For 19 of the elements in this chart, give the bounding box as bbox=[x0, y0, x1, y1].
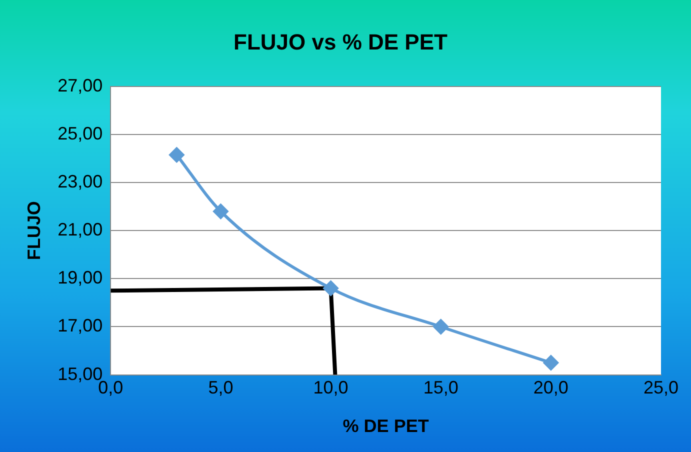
point bbox=[169, 147, 184, 162]
point bbox=[213, 204, 228, 219]
chart-title: FLUJO vs % DE PET bbox=[234, 29, 448, 54]
point bbox=[543, 355, 558, 370]
y-tick-label: 19,00 bbox=[58, 268, 103, 288]
x-tick-label: 15,0 bbox=[423, 378, 458, 398]
point bbox=[323, 280, 338, 296]
y-tick-label: 17,00 bbox=[58, 316, 103, 336]
x-tick-label: 5,0 bbox=[208, 378, 234, 398]
point bbox=[433, 319, 448, 334]
x-tick-label: 25,0 bbox=[643, 378, 679, 398]
x-tick-label: 10,0 bbox=[313, 378, 348, 398]
x-axis-title: % DE PET bbox=[342, 416, 429, 436]
x-tick-label: 20,0 bbox=[533, 378, 568, 398]
y-tick-label: 27,00 bbox=[58, 75, 103, 96]
y-tick-label: 25,00 bbox=[58, 123, 103, 144]
y-axis-title: FLUJO bbox=[24, 201, 44, 260]
y-tick-label: 21,00 bbox=[58, 220, 103, 240]
y-tick-label: 23,00 bbox=[58, 172, 103, 192]
